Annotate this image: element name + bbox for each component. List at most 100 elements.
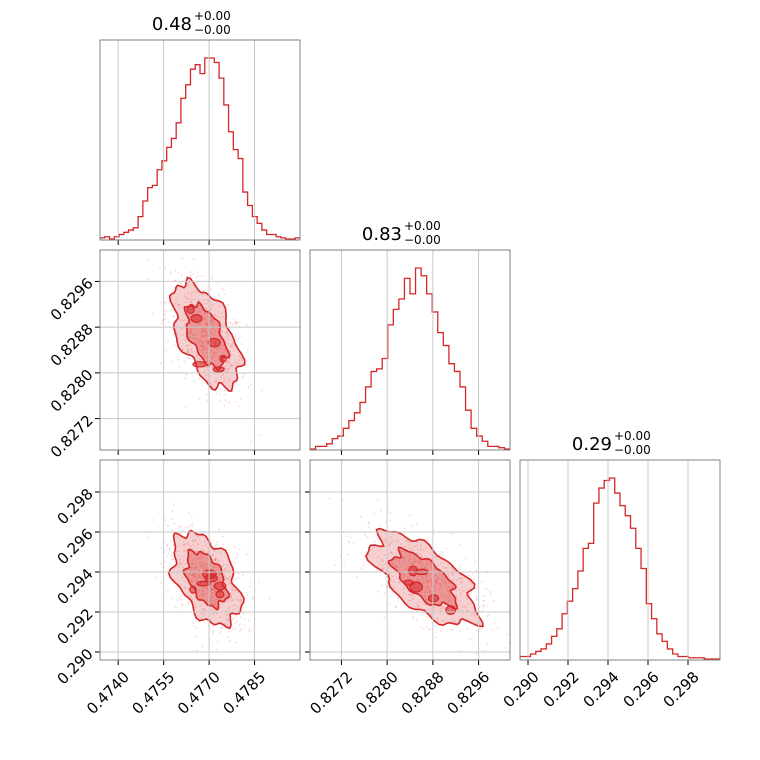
sample-point bbox=[191, 598, 194, 601]
sample-point bbox=[410, 562, 413, 565]
sample-point bbox=[459, 578, 462, 580]
sample-point bbox=[241, 376, 244, 379]
scatter-panel-0-2-core-blob bbox=[196, 580, 211, 587]
hist-panel-2 bbox=[519, 459, 721, 665]
sample-point bbox=[225, 595, 228, 598]
sample-point bbox=[181, 576, 184, 579]
sample-point bbox=[205, 599, 208, 602]
sample-point bbox=[216, 541, 219, 543]
sample-point bbox=[206, 299, 209, 302]
sample-point bbox=[222, 543, 224, 546]
x-tick-label-0-3: 0.4785 bbox=[219, 668, 269, 718]
scatter-panel-0-1-core-blob bbox=[190, 314, 203, 323]
sample-point bbox=[213, 599, 216, 602]
sample-point bbox=[205, 334, 207, 336]
sample-point bbox=[435, 636, 437, 639]
sample-point bbox=[423, 595, 426, 598]
sample-point bbox=[199, 575, 201, 578]
sample-point bbox=[224, 365, 226, 368]
sample-point bbox=[171, 510, 174, 512]
sample-point bbox=[219, 631, 222, 634]
sample-point bbox=[163, 313, 166, 315]
sample-point bbox=[215, 603, 218, 605]
sample-point bbox=[180, 598, 183, 601]
sample-point bbox=[183, 550, 186, 553]
sample-point bbox=[219, 316, 222, 319]
sample-point bbox=[402, 561, 405, 564]
sample-point bbox=[206, 399, 209, 402]
sample-point bbox=[403, 558, 406, 561]
sample-point bbox=[190, 292, 193, 295]
sample-point bbox=[235, 556, 238, 559]
sample-point bbox=[218, 528, 220, 531]
sample-point bbox=[384, 538, 386, 540]
sample-point bbox=[187, 298, 190, 301]
scatter-panel-0-2-content bbox=[145, 503, 271, 652]
sample-point bbox=[416, 603, 418, 606]
sample-point bbox=[206, 366, 209, 368]
sample-point bbox=[192, 622, 195, 624]
sample-point bbox=[459, 594, 462, 597]
sample-point bbox=[222, 564, 225, 567]
sample-point bbox=[191, 562, 194, 564]
sample-point bbox=[446, 597, 449, 600]
sample-point bbox=[238, 405, 240, 408]
sample-point bbox=[389, 579, 392, 582]
sample-point bbox=[215, 648, 218, 651]
sample-point bbox=[219, 603, 222, 605]
sample-point bbox=[451, 628, 454, 631]
sample-point bbox=[412, 593, 414, 596]
sample-point bbox=[194, 550, 197, 553]
sample-point bbox=[211, 276, 214, 278]
sample-point bbox=[466, 609, 469, 612]
sample-point bbox=[209, 316, 212, 319]
scatter-panel-0-1-core-blob bbox=[186, 305, 195, 315]
sample-point bbox=[215, 392, 218, 395]
sample-point bbox=[179, 558, 182, 561]
sample-point bbox=[199, 553, 202, 555]
sample-point bbox=[199, 322, 201, 325]
sample-point bbox=[430, 578, 433, 581]
sample-point bbox=[176, 331, 179, 334]
sample-point bbox=[188, 554, 191, 557]
sample-point bbox=[240, 616, 243, 619]
sample-point bbox=[184, 301, 187, 304]
scatter-panel-1-2-points bbox=[328, 497, 510, 655]
sample-point bbox=[408, 546, 411, 549]
sample-point bbox=[421, 555, 423, 558]
sample-point bbox=[183, 586, 186, 589]
sample-point bbox=[195, 577, 198, 579]
sample-point bbox=[404, 545, 407, 548]
sample-point bbox=[240, 343, 243, 345]
sample-point bbox=[210, 596, 213, 598]
sample-point bbox=[248, 628, 251, 630]
sample-point bbox=[199, 358, 202, 361]
hist-panel-2-border bbox=[519, 459, 721, 661]
sample-point bbox=[192, 573, 195, 575]
sample-point bbox=[465, 557, 467, 560]
sample-point bbox=[196, 557, 199, 560]
hist-panel-1 bbox=[309, 249, 511, 455]
sample-point bbox=[174, 605, 177, 608]
title-value-2: 0.29 bbox=[572, 434, 612, 455]
sample-point bbox=[187, 543, 189, 546]
sample-point bbox=[169, 272, 171, 275]
sample-point bbox=[222, 374, 224, 376]
sample-point bbox=[195, 338, 197, 341]
sample-point bbox=[201, 309, 204, 311]
sample-point bbox=[459, 577, 461, 580]
sample-point bbox=[191, 563, 193, 565]
x-tick-label-2-2: 0.294 bbox=[580, 668, 623, 711]
sample-point bbox=[200, 335, 203, 337]
sample-point bbox=[403, 574, 405, 577]
sample-point bbox=[219, 338, 222, 341]
sample-point bbox=[200, 555, 202, 557]
sample-point bbox=[205, 308, 208, 310]
sample-point bbox=[447, 586, 450, 589]
sample-point bbox=[189, 596, 192, 598]
sample-point bbox=[234, 400, 237, 403]
sample-point bbox=[210, 329, 212, 332]
sample-point bbox=[202, 349, 204, 352]
sample-point bbox=[440, 607, 443, 610]
sample-point bbox=[408, 554, 411, 556]
